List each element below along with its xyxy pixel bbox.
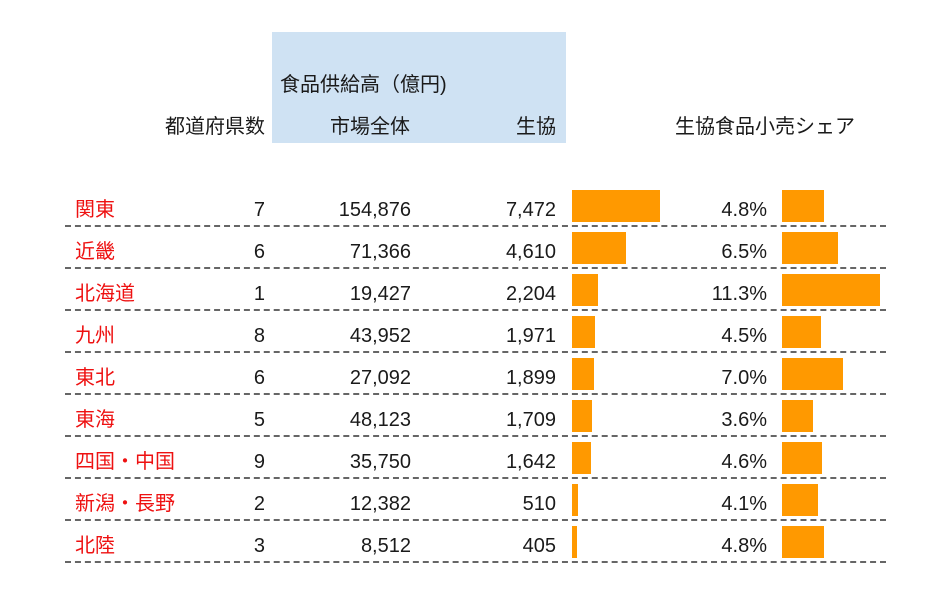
coop-supply-bar <box>572 232 627 264</box>
coop-supply: 7,472 <box>505 199 556 221</box>
coop-supply-bar <box>572 274 598 306</box>
coop-share-header: 生協食品小売シェア <box>675 116 855 138</box>
market-total: 43,952 <box>349 325 411 347</box>
region-name: 九州 <box>75 325 115 347</box>
coop-header: 生協 <box>516 116 556 138</box>
coop-share: 4.5% <box>721 325 767 347</box>
market-total: 154,876 <box>338 199 411 221</box>
prefecture-count: 7 <box>253 199 265 221</box>
table-row: 近畿 6 71,366 4,610 6.5% <box>65 227 886 269</box>
coop-share-bar <box>782 358 843 390</box>
coop-supply-bar <box>572 190 660 222</box>
prefecture-count-header: 都道府県数 <box>165 116 265 138</box>
coop-supply: 1,642 <box>505 451 556 473</box>
coop-supply-bar <box>572 442 592 474</box>
region-name: 近畿 <box>75 241 115 263</box>
region-name: 東北 <box>75 367 115 389</box>
food-supply-group-header: 食品供給高（億円) <box>280 74 447 96</box>
coop-share: 7.0% <box>721 367 767 389</box>
table-row: 東北 6 27,092 1,899 7.0% <box>65 353 886 395</box>
coop-supply: 1,709 <box>505 409 556 431</box>
prefecture-count: 6 <box>253 367 265 389</box>
prefecture-count: 9 <box>253 451 265 473</box>
region-name: 北海道 <box>75 283 135 305</box>
coop-supply-bar <box>572 316 596 348</box>
region-name: 四国・中国 <box>75 451 175 473</box>
coop-share-bar <box>782 484 818 516</box>
market-total: 19,427 <box>349 283 411 305</box>
coop-share: 4.8% <box>721 199 767 221</box>
coop-share-bar <box>782 274 880 306</box>
coop-supply-bar <box>572 358 595 390</box>
market-total-header: 市場全体 <box>330 116 410 138</box>
coop-share-bar <box>782 316 822 348</box>
coop-share: 3.6% <box>721 409 767 431</box>
market-total: 35,750 <box>349 451 411 473</box>
table-row: 北海道 1 19,427 2,204 11.3% <box>65 269 886 311</box>
coop-supply-bar <box>572 400 593 432</box>
prefecture-count: 1 <box>253 283 265 305</box>
coop-share-bar <box>782 442 822 474</box>
coop-share-bar <box>782 190 824 222</box>
coop-supply-bar <box>572 526 577 558</box>
region-name: 北陸 <box>75 535 115 557</box>
coop-share-bar <box>782 526 824 558</box>
coop-share: 4.6% <box>721 451 767 473</box>
coop-share: 11.3% <box>711 283 767 305</box>
prefecture-count: 3 <box>253 535 265 557</box>
table-row: 関東 7 154,876 7,472 4.8% <box>65 185 886 227</box>
prefecture-count: 8 <box>253 325 265 347</box>
coop-share: 4.1% <box>721 493 767 515</box>
coop-supply: 510 <box>522 493 556 515</box>
market-total: 12,382 <box>349 493 411 515</box>
market-total: 8,512 <box>360 535 411 557</box>
coop-share-bar <box>782 232 839 264</box>
coop-share: 4.8% <box>721 535 767 557</box>
market-total: 71,366 <box>349 241 411 263</box>
table-row: 北陸 3 8,512 405 4.8% <box>65 521 886 563</box>
region-name: 東海 <box>75 409 115 431</box>
coop-supply: 1,899 <box>505 367 556 389</box>
market-total: 48,123 <box>349 409 411 431</box>
coop-supply: 1,971 <box>505 325 556 347</box>
prefecture-count: 6 <box>253 241 265 263</box>
coop-supply: 4,610 <box>505 241 556 263</box>
table-row: 新潟・長野 2 12,382 510 4.1% <box>65 479 886 521</box>
table-row: 九州 8 43,952 1,971 4.5% <box>65 311 886 353</box>
market-total: 27,092 <box>349 367 411 389</box>
coop-share-bar <box>782 400 814 432</box>
coop-share: 6.5% <box>721 241 767 263</box>
coop-supply: 2,204 <box>505 283 556 305</box>
prefecture-count: 5 <box>253 409 265 431</box>
table-row: 東海 5 48,123 1,709 3.6% <box>65 395 886 437</box>
prefecture-count: 2 <box>253 493 265 515</box>
coop-supply-bar <box>572 484 578 516</box>
region-name: 新潟・長野 <box>75 493 175 515</box>
table-row: 四国・中国 9 35,750 1,642 4.6% <box>65 437 886 479</box>
region-name: 関東 <box>75 199 115 221</box>
food-supply-header-background <box>272 32 566 143</box>
coop-supply: 405 <box>522 535 556 557</box>
